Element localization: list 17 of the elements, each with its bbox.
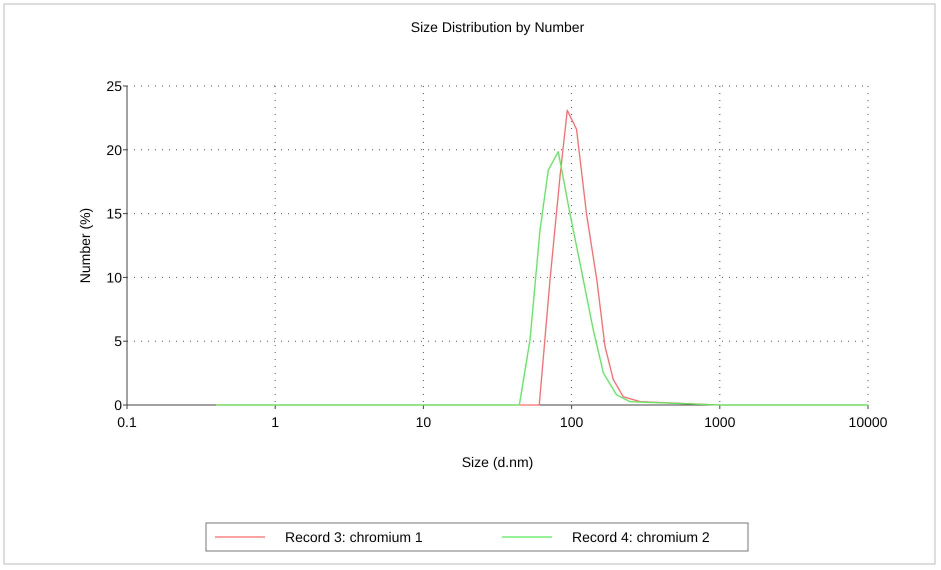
chart-title: Size Distribution by Number xyxy=(410,19,585,35)
y-tick-label: 20 xyxy=(106,142,122,158)
legend-label: Record 4: chromium 2 xyxy=(572,529,710,545)
x-tick-label: 10000 xyxy=(848,414,888,430)
y-tick-label: 5 xyxy=(114,333,122,350)
x-tick-label: 100 xyxy=(560,414,584,430)
x-tick-label: 10 xyxy=(416,414,432,430)
y-tick-label: 0 xyxy=(114,397,122,413)
y-axis-title: Number (%) xyxy=(77,208,93,284)
y-tick-label: 10 xyxy=(106,269,122,286)
y-tick-label: 15 xyxy=(106,206,122,222)
y-tick-label: 25 xyxy=(106,78,122,94)
x-tick-label: 0.1 xyxy=(117,414,137,430)
x-tick-label: 1000 xyxy=(704,414,736,430)
x-axis-title: Size (d.nm) xyxy=(462,454,534,470)
legend-label: Record 3: chromium 1 xyxy=(285,529,423,545)
x-tick-label: 1 xyxy=(271,414,280,430)
